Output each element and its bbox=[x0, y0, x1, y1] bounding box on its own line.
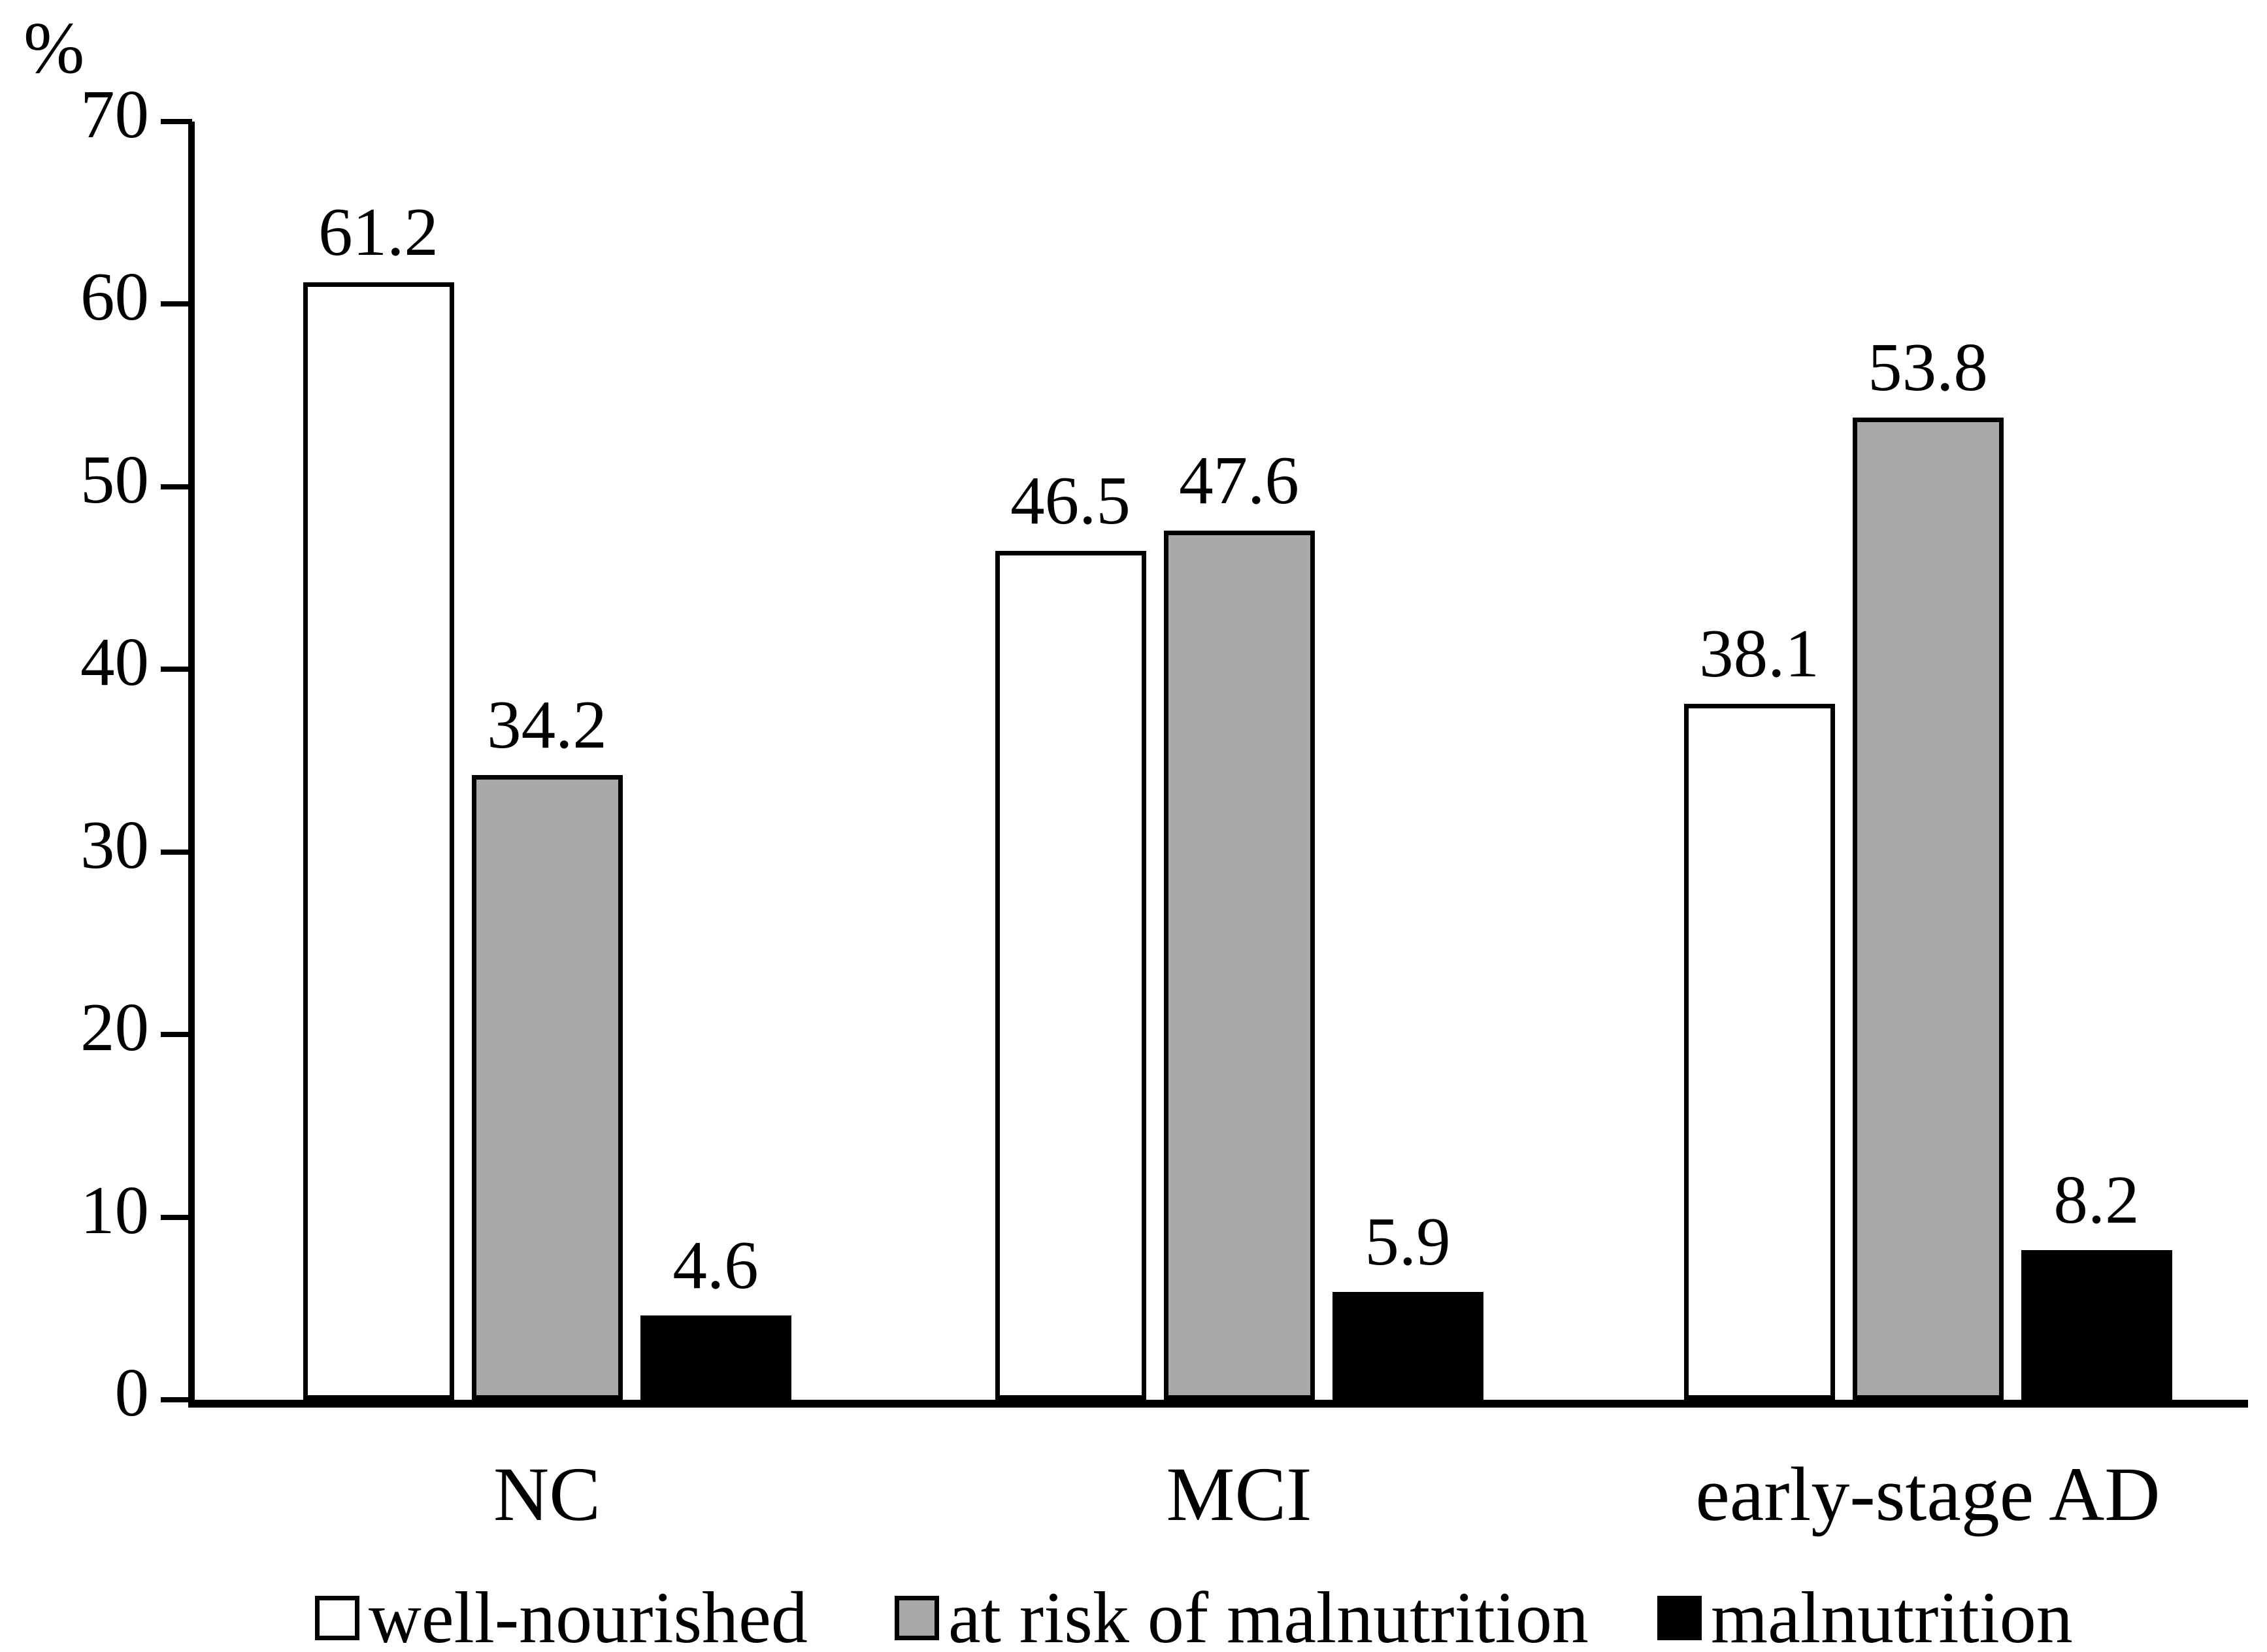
y-axis-unit-label: % bbox=[24, 8, 85, 89]
category-label-NC: NC bbox=[493, 1451, 601, 1537]
y-tick-mark bbox=[161, 1032, 192, 1038]
legend-label: malnutrition bbox=[1711, 1578, 2073, 1652]
bar-malnutrition-NC bbox=[640, 1315, 791, 1400]
y-tick-label: 30 bbox=[80, 806, 149, 883]
y-tick-mark bbox=[161, 667, 192, 672]
category-label-MCI: MCI bbox=[1166, 1451, 1312, 1537]
y-tick-mark bbox=[161, 1397, 192, 1402]
y-tick-label: 50 bbox=[80, 440, 149, 518]
legend-item-at-risk-of-malnutrition: at risk of malnutrition bbox=[895, 1578, 1589, 1652]
y-tick-mark bbox=[161, 301, 192, 307]
bar-value-label: 4.6 bbox=[672, 1227, 759, 1304]
legend-swatch bbox=[895, 1596, 939, 1640]
bar-at-risk-of-malnutrition-NC bbox=[471, 775, 623, 1400]
legend-item-well-nourished: well-nourished bbox=[315, 1578, 808, 1652]
y-tick-mark bbox=[161, 1214, 192, 1220]
legend-label: well-nourished bbox=[369, 1578, 808, 1652]
bar-at-risk-of-malnutrition-MCI bbox=[1163, 530, 1315, 1400]
bar-value-label: 46.5 bbox=[1010, 461, 1131, 538]
legend-item-malnutrition: malnutrition bbox=[1657, 1578, 2073, 1652]
y-tick-mark bbox=[161, 484, 192, 489]
bar-malnutrition-MCI bbox=[1332, 1292, 1483, 1400]
bar-value-label: 53.8 bbox=[1868, 328, 1988, 405]
y-tick-label: 20 bbox=[80, 989, 149, 1066]
y-tick-mark bbox=[161, 849, 192, 855]
y-tick-label: 0 bbox=[114, 1354, 150, 1430]
bar-well-nourished-early-stage-AD bbox=[1683, 704, 1835, 1400]
bar-value-label: 61.2 bbox=[318, 193, 439, 270]
bar-well-nourished-MCI bbox=[995, 550, 1146, 1400]
legend-label: at risk of malnutrition bbox=[948, 1578, 1589, 1652]
bar-value-label: 34.2 bbox=[487, 686, 607, 763]
bar-value-label: 47.6 bbox=[1179, 441, 1299, 518]
category-label-early-stage-AD: early-stage AD bbox=[1695, 1451, 2160, 1537]
y-tick-mark bbox=[161, 119, 192, 124]
x-axis-line bbox=[188, 1400, 2248, 1408]
bar-value-label: 38.1 bbox=[1699, 615, 1819, 692]
y-tick-label: 10 bbox=[80, 1171, 149, 1248]
bar-well-nourished-NC bbox=[303, 282, 454, 1400]
bar-value-label: 5.9 bbox=[1365, 1203, 1451, 1280]
y-tick-label: 60 bbox=[80, 258, 149, 335]
y-tick-label: 40 bbox=[80, 623, 149, 701]
bar-malnutrition-early-stage-AD bbox=[2021, 1249, 2172, 1400]
legend-swatch bbox=[315, 1596, 359, 1640]
y-tick-label: 70 bbox=[80, 76, 149, 152]
bar-at-risk-of-malnutrition-early-stage-AD bbox=[1852, 417, 2004, 1400]
bar-value-label: 8.2 bbox=[2053, 1161, 2140, 1238]
legend-swatch bbox=[1657, 1596, 1702, 1640]
y-axis-line bbox=[188, 122, 195, 1408]
